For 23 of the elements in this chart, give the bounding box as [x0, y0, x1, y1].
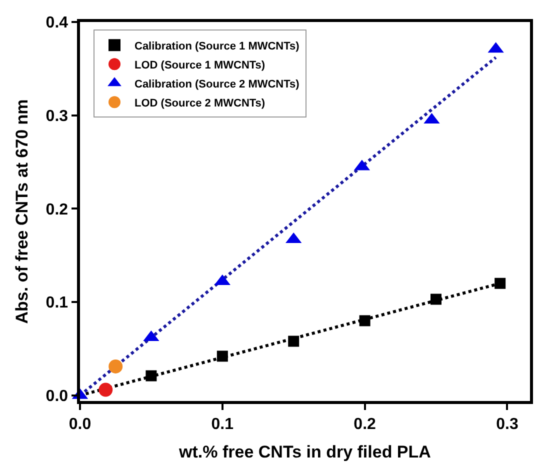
point	[98, 382, 113, 397]
point	[494, 278, 506, 289]
point	[430, 294, 442, 305]
legend-label: LOD (Source 1 MWCNTs)	[134, 59, 266, 72]
y-axis-title: Abs. of free CNTs at 670 nm	[12, 99, 32, 324]
legend-label: LOD (Source 2 MWCNTs)	[134, 97, 266, 110]
x-tick-label: 0.1	[211, 416, 234, 433]
legend-label: Calibration (Source 2 MWCNTs)	[134, 78, 300, 90]
x-tick-label: 0.0	[68, 416, 92, 433]
x-tick-label: 0.3	[496, 416, 518, 433]
y-tick-label: 0.4	[46, 14, 68, 32]
point	[146, 370, 157, 382]
y-tick-label: 0.0	[46, 388, 68, 405]
y-tick-label: 0.1	[46, 294, 68, 312]
legend-label: Calibration (Source 1 MWCNTs)	[134, 40, 300, 52]
x-tick-label: 0.2	[354, 416, 376, 433]
y-tick-label: 0.2	[46, 201, 68, 218]
point	[359, 315, 370, 326]
x-axis-title: wt.% free CNTs in dry filed PLA	[178, 442, 431, 462]
point	[108, 359, 123, 374]
point	[288, 336, 300, 347]
point	[216, 350, 228, 362]
y-tick-label: 0.3	[46, 108, 68, 125]
